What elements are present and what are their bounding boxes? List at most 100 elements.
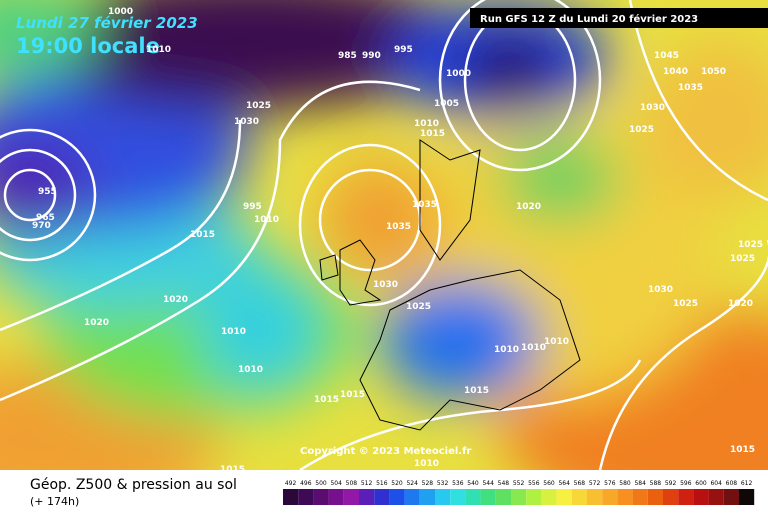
colorbar-swatch — [450, 489, 466, 505]
isobar-label: 995 — [394, 45, 413, 55]
colorbar-swatch — [389, 489, 405, 505]
isobar-label: 1015 — [220, 465, 245, 475]
colorbar-swatch — [511, 489, 527, 505]
colorbar-label: 520 — [391, 480, 403, 487]
isobar-label: 1010 — [414, 119, 439, 129]
colorbar-label: 608 — [726, 480, 738, 487]
colorbar-swatch — [298, 489, 314, 505]
isobar-label: 1010 — [494, 345, 519, 355]
isobar-label: 1000 — [446, 69, 471, 79]
colorbar-label: 552 — [513, 480, 525, 487]
isobar-label: 970 — [32, 221, 51, 231]
colorbar-label: 560 — [543, 480, 555, 487]
copyright: Copyright © 2023 Meteociel.fr — [300, 446, 471, 457]
isobar-label: 1010 — [221, 327, 246, 337]
colorbar-swatch — [435, 489, 451, 505]
isobar-label: 1010 — [414, 459, 439, 469]
colorbar-label: 492 — [285, 480, 297, 487]
colorbar-label: 540 — [467, 480, 479, 487]
isobar-label: 1010 — [254, 215, 279, 225]
isobar-label: 1035 — [412, 200, 437, 210]
isobar-label: 1015 — [340, 390, 365, 400]
isobar-label: 1030 — [373, 280, 398, 290]
product-title: Géop. Z500 & pression au sol — [30, 477, 237, 493]
colorbar-label: 504 — [330, 480, 342, 487]
colorbar: 492 496 500 504 508 512 516 520 524 528 532 536 540 5… — [283, 480, 755, 505]
isobar-label: 1025 — [246, 101, 271, 111]
isobar-label: 1025 — [730, 254, 755, 264]
colorbar-swatch — [404, 489, 420, 505]
isobar-label: 995 — [243, 202, 262, 212]
colorbar-label: 596 — [680, 480, 692, 487]
colorbar-label: 568 — [574, 480, 586, 487]
isobar-label: 1005 — [434, 99, 459, 109]
colorbar-label: 536 — [452, 480, 464, 487]
colorbar-swatch — [495, 489, 511, 505]
colorbar-label: 556 — [528, 480, 540, 487]
colorbar-swatch — [708, 489, 724, 505]
isobar-label: 1020 — [728, 299, 753, 309]
colorbar-swatch — [587, 489, 603, 505]
isobar-label: 1000 — [108, 7, 133, 17]
isobar-label: 1045 — [654, 51, 679, 61]
isobar-label: 1010 — [544, 337, 569, 347]
isobar-label: 1050 — [701, 67, 726, 77]
colorbar-swatch — [328, 489, 344, 505]
isobar-label: 1020 — [84, 318, 109, 328]
map-date: Lundi 27 février 2023 — [16, 14, 198, 32]
isobar-label: 1035 — [386, 222, 411, 232]
colorbar-label: 572 — [589, 480, 601, 487]
colorbar-swatch — [541, 489, 557, 505]
colorbar-swatch — [602, 489, 618, 505]
isobar-label: 1040 — [663, 67, 688, 77]
map-time: 19:00 locale — [16, 34, 160, 58]
isobar-label: 1010 — [521, 343, 546, 353]
isobar-label: 1035 — [678, 83, 703, 93]
isobar-label: 985 — [338, 51, 357, 61]
isobar-label: 1030 — [648, 285, 673, 295]
colorbar-swatch — [359, 489, 375, 505]
isobar-label: 1025 — [406, 302, 431, 312]
colorbar-label: 588 — [650, 480, 662, 487]
isobar-label: 1030 — [234, 117, 259, 127]
colorbar-swatch — [343, 489, 359, 505]
colorbar-label: 544 — [482, 480, 494, 487]
colorbar-label: 600 — [695, 480, 707, 487]
colorbar-label: 528 — [422, 480, 434, 487]
colorbar-label: 580 — [619, 480, 631, 487]
colorbar-swatch — [419, 489, 435, 505]
isobar-label: 990 — [362, 51, 381, 61]
colorbar-swatch — [283, 489, 299, 505]
isobar-label: 1015 — [314, 395, 339, 405]
colorbar-label: 584 — [634, 480, 646, 487]
coastlines — [319, 139, 581, 431]
isobar-label: 1020 — [163, 295, 188, 305]
lead-time: (+ 174h) — [30, 495, 79, 508]
isobar-label: 1020 — [516, 202, 541, 212]
isobar-label: 965 — [36, 213, 55, 223]
colorbar-label: 564 — [558, 480, 570, 487]
colorbar-swatch — [313, 489, 329, 505]
colorbar-swatch — [739, 489, 755, 505]
colorbar-swatch — [556, 489, 572, 505]
colorbar-label: 524 — [406, 480, 418, 487]
isobars — [0, 0, 768, 472]
isobar-label: 1025 — [673, 299, 698, 309]
colorbar-swatch — [647, 489, 663, 505]
colorbar-swatch — [374, 489, 390, 505]
colorbar-label: 604 — [710, 480, 722, 487]
colorbar-swatch — [617, 489, 633, 505]
colorbar-label: 508 — [346, 480, 358, 487]
isobar-label: 1015 — [464, 386, 489, 396]
isobar-label: 1010 — [238, 365, 263, 375]
colorbar-swatch — [693, 489, 709, 505]
isobar-label: 955 — [38, 187, 57, 197]
isobar-label: 1025 — [629, 125, 654, 135]
run-box — [470, 8, 768, 28]
colorbar-label: 496 — [300, 480, 312, 487]
colorbar-swatch — [678, 489, 694, 505]
